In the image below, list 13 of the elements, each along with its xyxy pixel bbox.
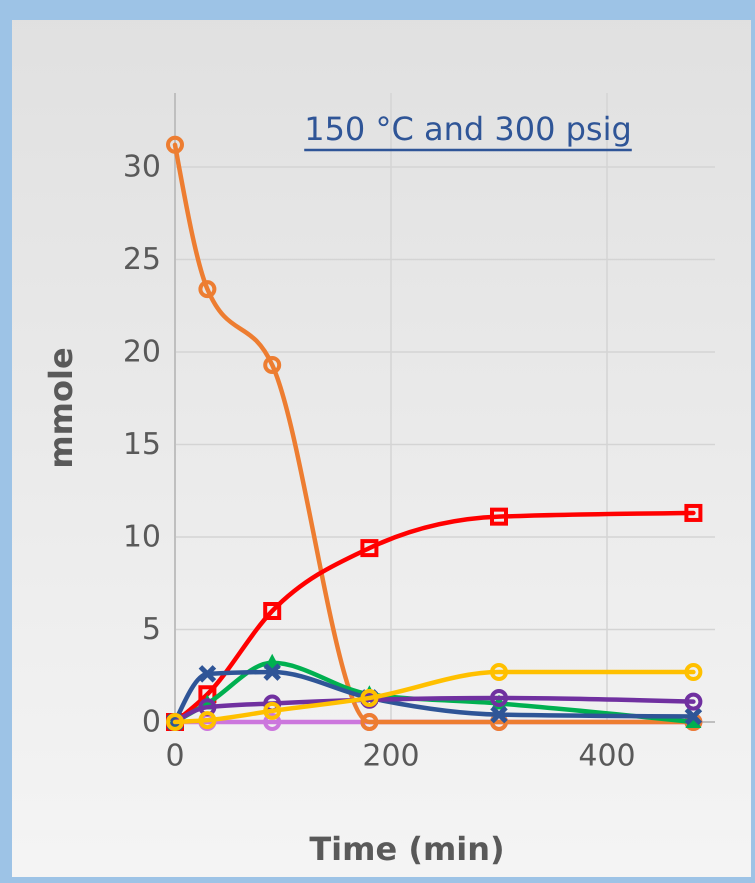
y-tick-label: 30	[122, 150, 161, 185]
x-tick-label: 400	[578, 738, 636, 774]
y-tick-label: 10	[122, 520, 161, 555]
y-tick-label: 0	[142, 704, 161, 740]
x-axis-title: Time (min)	[309, 830, 505, 868]
y-tick-label: 25	[122, 242, 161, 278]
x-tick-label: 200	[362, 738, 420, 774]
text: 150 °C and 300 psig	[304, 110, 632, 148]
x-tick-label: 0	[165, 738, 185, 774]
y-tick-label: 20	[122, 334, 161, 370]
y-axis-title: mmole	[42, 347, 80, 469]
y-tick-label: 5	[142, 612, 161, 648]
y-tick-label: 15	[122, 427, 161, 462]
